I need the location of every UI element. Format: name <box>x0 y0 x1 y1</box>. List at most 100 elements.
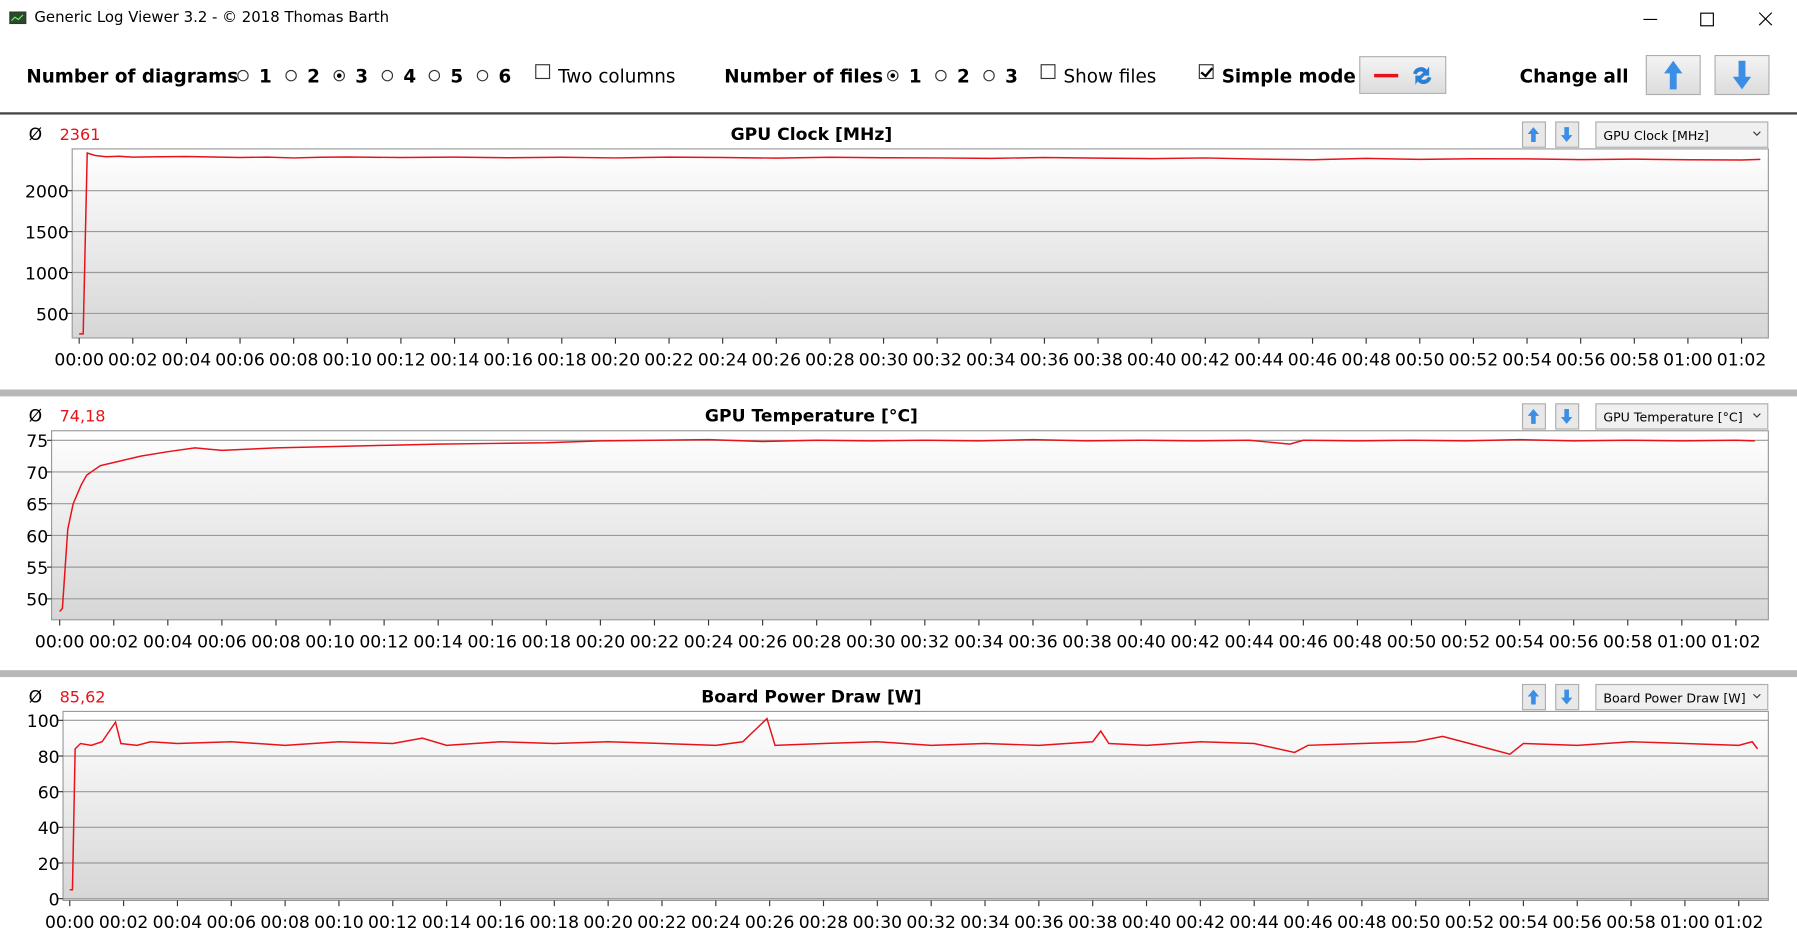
y-tick-label: 20 <box>38 855 60 875</box>
move-down-button[interactable] <box>1555 403 1580 430</box>
radio-label[interactable]: 5 <box>450 65 464 88</box>
x-tick-label: 00:36 <box>1020 350 1070 370</box>
x-tick-label: 00:16 <box>468 632 518 652</box>
x-tick-label: 00:58 <box>1606 913 1656 933</box>
x-tick-label: 00:52 <box>1441 632 1491 652</box>
move-down-button[interactable] <box>1555 121 1580 148</box>
x-tick-label: 00:38 <box>1068 913 1118 933</box>
move-up-button[interactable] <box>1521 121 1547 148</box>
series-dropdown[interactable]: Board Power Draw [W] <box>1595 683 1769 711</box>
radio[interactable] <box>381 69 394 82</box>
checkbox-label[interactable]: Show files <box>1063 65 1157 88</box>
radio[interactable] <box>476 69 489 82</box>
checkbox[interactable] <box>1198 64 1214 80</box>
move-down-all-button[interactable] <box>1714 54 1770 96</box>
radio[interactable] <box>935 69 947 82</box>
x-tick-label: 00:48 <box>1333 632 1383 652</box>
move-down-button[interactable] <box>1555 683 1580 711</box>
x-tick-label: 00:20 <box>591 350 641 370</box>
x-tick-label: 00:52 <box>1445 913 1495 933</box>
y-tick-label: 55 <box>26 559 48 579</box>
dropdown-text: GPU Clock [MHz] <box>1603 128 1709 143</box>
move-up-button[interactable] <box>1521 683 1547 711</box>
x-tick-label: 00:18 <box>537 350 587 370</box>
move-up-button[interactable] <box>1521 403 1547 430</box>
x-tick-label: 00:36 <box>1008 632 1058 652</box>
app-icon <box>9 11 27 25</box>
y-tick-label: 60 <box>26 527 48 547</box>
x-tick-label: 00:12 <box>368 913 418 933</box>
checkbox-label[interactable]: Two columns <box>558 65 676 88</box>
radio-label[interactable]: 1 <box>908 65 922 88</box>
y-tick-label: 80 <box>38 748 60 768</box>
files-label: Number of files <box>724 65 883 88</box>
y-tick-label: 500 <box>36 305 69 325</box>
avg-symbol: Ø <box>29 125 43 145</box>
average-value: 2361 <box>60 125 101 144</box>
radio[interactable] <box>983 69 995 82</box>
move-up-all-button[interactable] <box>1645 54 1701 96</box>
x-tick-label: 00:28 <box>792 632 842 652</box>
x-tick-label: 00:54 <box>1502 350 1552 370</box>
x-tick-label: 00:14 <box>413 632 463 652</box>
x-tick-label: 00:48 <box>1341 350 1391 370</box>
window-title: Generic Log Viewer 3.2 - © 2018 Thomas B… <box>34 9 390 27</box>
y-tick-label: 0 <box>49 891 60 911</box>
x-tick-label: 00:06 <box>207 913 257 933</box>
data-line <box>69 717 1759 891</box>
radio[interactable] <box>887 69 899 82</box>
diagrams-label: Number of diagrams <box>26 65 239 88</box>
x-tick-label: 00:10 <box>314 913 364 933</box>
x-tick-label: 00:44 <box>1225 632 1275 652</box>
radio-label[interactable]: 4 <box>403 65 417 88</box>
radio[interactable] <box>428 69 441 82</box>
x-tick-label: 00:20 <box>583 913 633 933</box>
series-dropdown[interactable]: GPU Clock [MHz] <box>1595 121 1769 148</box>
chart-panel: Ø 74,18 GPU Temperature [°C] GPU Temperatur… <box>26 403 1769 652</box>
x-tick-label: 00:42 <box>1181 350 1231 370</box>
x-tick-label: 00:32 <box>912 350 962 370</box>
x-tick-label: 00:26 <box>745 913 795 933</box>
x-tick-label: 00:34 <box>960 913 1010 933</box>
checkbox[interactable] <box>1040 64 1056 80</box>
data-line <box>79 152 1761 335</box>
chart-title: GPU Clock [MHz] <box>731 125 893 145</box>
x-tick-label: 00:40 <box>1127 350 1177 370</box>
radio-label[interactable]: 2 <box>956 65 970 88</box>
arrow-icon <box>1527 408 1540 424</box>
radio-label[interactable]: 3 <box>355 65 369 88</box>
change-all-label: Change all <box>1519 65 1629 88</box>
radio[interactable] <box>237 69 249 82</box>
checkbox[interactable] <box>535 64 551 80</box>
x-tick-label: 00:50 <box>1395 350 1445 370</box>
checkbox-label[interactable]: Simple mode <box>1221 65 1356 88</box>
data-line <box>59 438 1755 613</box>
arrow-up-icon <box>1664 60 1683 90</box>
x-tick-label: 00:24 <box>698 350 748 370</box>
radio-label[interactable]: 1 <box>259 65 272 88</box>
y-tick-label: 70 <box>26 464 48 484</box>
x-tick-label: 00:04 <box>162 350 212 370</box>
radio[interactable] <box>285 69 297 82</box>
y-tick-label: 60 <box>38 784 60 804</box>
x-tick-label: 00:52 <box>1449 350 1499 370</box>
x-tick-label: 00:02 <box>108 350 158 370</box>
series-dropdown[interactable]: GPU Temperature [°C] <box>1595 403 1769 430</box>
y-tick-label: 100 <box>27 712 60 732</box>
radio[interactable] <box>333 69 345 82</box>
radio-label[interactable]: 3 <box>1005 65 1018 88</box>
arrow-icon <box>1560 127 1573 143</box>
color-button[interactable] <box>1359 56 1447 94</box>
y-tick-label: 65 <box>26 496 48 516</box>
radio-label[interactable]: 2 <box>307 65 320 88</box>
x-tick-label: 00:32 <box>900 632 950 652</box>
window-controls[interactable] <box>1633 7 1788 32</box>
y-tick-label: 75 <box>26 432 48 452</box>
chart-title: GPU Temperature [°C] <box>705 407 918 427</box>
title-bar: Generic Log Viewer 3.2 - © 2018 Thomas B… <box>0 0 1797 38</box>
chart-panel: Ø 2361 GPU Clock [MHz] GPU Clock [MHz] 500 10… <box>25 121 1769 370</box>
dropdown-caret <box>1753 693 1761 699</box>
radio-label[interactable]: 6 <box>498 65 512 88</box>
x-tick-label: 00:14 <box>430 350 480 370</box>
